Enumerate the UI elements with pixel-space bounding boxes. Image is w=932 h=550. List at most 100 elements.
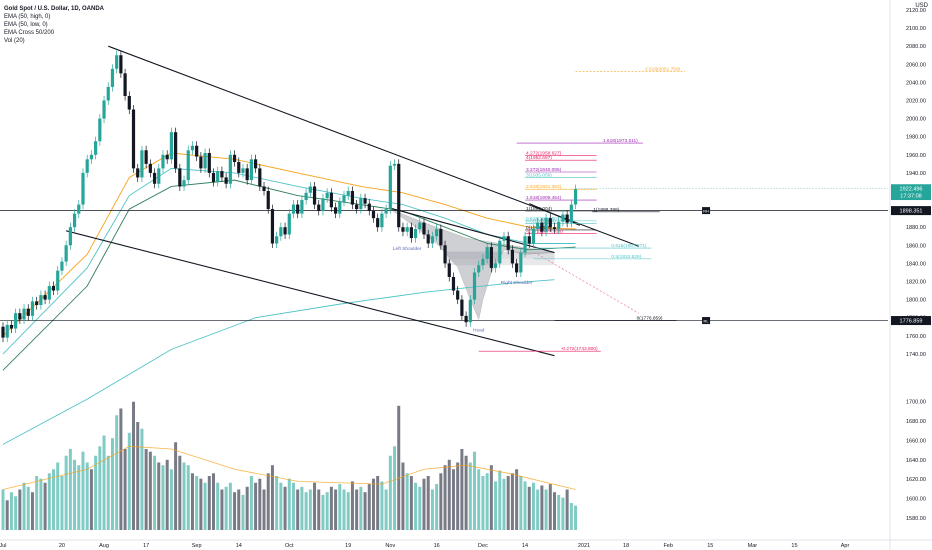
indicator-volume[interactable]: Vol (20) — [4, 38, 25, 44]
fib-level-label: 2.618(2051.759) — [645, 67, 681, 73]
fib-level-label: 1.618(1973.511) — [603, 138, 638, 144]
candle-body — [85, 159, 89, 173]
volume-bar — [73, 459, 77, 530]
volume-bar — [199, 478, 203, 530]
candle-body — [392, 163, 397, 166]
candle-body — [451, 276, 456, 291]
time-tick-label: 15 — [707, 543, 713, 549]
candle-body — [409, 227, 413, 239]
candle-body — [56, 270, 60, 291]
candle-body — [77, 204, 81, 214]
candle-body — [536, 222, 540, 230]
candle-body — [182, 180, 186, 187]
volume-bar — [401, 462, 405, 530]
candle-body — [43, 295, 47, 300]
volume-bar — [460, 449, 464, 530]
candle-body — [435, 229, 439, 237]
candle-body — [443, 245, 447, 264]
volume-bar — [388, 455, 392, 530]
fib-level-label: -0.272(1743.800) — [561, 346, 598, 352]
volume-bar — [334, 489, 338, 530]
candle-body — [216, 171, 220, 182]
time-tick-label: Nov — [385, 543, 395, 549]
volume-bar — [275, 476, 279, 530]
volume-bar — [485, 473, 489, 530]
volume-bar — [451, 469, 455, 530]
time-tick-label: 14 — [236, 543, 242, 549]
indicator-ema-cross[interactable]: EMA Cross 50/200 — [4, 30, 55, 36]
candle-body — [152, 172, 157, 184]
candle-body — [51, 286, 56, 291]
candle-body — [472, 272, 477, 300]
candle-body — [81, 172, 85, 205]
candle-body — [523, 236, 527, 253]
ema-cross-line — [2, 179, 576, 371]
price-tick-label: 2000.00 — [906, 117, 926, 123]
volume-bar — [371, 478, 375, 530]
volume-bar — [212, 473, 215, 530]
volume-bar — [241, 494, 245, 530]
volume-bar — [473, 451, 477, 530]
volume-bar — [190, 473, 194, 530]
candle-body — [148, 163, 152, 173]
volume-bar — [18, 489, 22, 530]
volume-bar — [119, 408, 123, 530]
candle-body — [266, 191, 270, 210]
volume-bar — [254, 482, 258, 530]
price-badge-label: 1898.351 — [900, 209, 923, 215]
volume-bar — [106, 455, 110, 530]
candle-body — [380, 213, 384, 228]
volume-bar — [342, 489, 346, 530]
volume-bar — [414, 482, 418, 530]
candle-body — [338, 201, 342, 214]
price-tick-label: 2120.00 — [906, 8, 926, 14]
fib-level-label: 0.618(1884.904) — [526, 216, 562, 222]
candle-body — [317, 204, 321, 211]
volume-bar — [426, 476, 430, 530]
candle-body — [519, 252, 523, 273]
volume-tick-label: 1680.00 — [906, 419, 926, 425]
volume-bar — [489, 465, 493, 530]
volume-bar — [430, 489, 434, 530]
indicator-ema-low[interactable]: EMA (50, low, 0) — [4, 22, 48, 28]
volume-bar — [561, 497, 565, 530]
volume-bar — [85, 462, 89, 530]
candle-body — [228, 154, 232, 184]
candle-body — [232, 154, 237, 163]
price-tick-label: 1860.00 — [906, 243, 926, 249]
volume-ma-line — [2, 445, 576, 490]
volume-bar — [574, 505, 578, 530]
indicator-ema-high[interactable]: EMA (50, high, 0) — [4, 14, 51, 20]
trendlines — [66, 45, 639, 357]
volume-bar — [182, 462, 186, 530]
candle-body — [540, 222, 544, 232]
volume-bar — [245, 486, 249, 530]
price-tick-label: 2100.00 — [906, 26, 926, 32]
level-tag-box — [702, 317, 711, 325]
candle-body — [245, 168, 249, 181]
volume-bar — [308, 489, 312, 530]
candle-body — [384, 209, 388, 214]
fib-level-label: 0.5(1832.629) — [611, 254, 641, 260]
price-badge-label: 1776.859 — [900, 319, 923, 325]
candle-body — [64, 245, 68, 262]
candles — [1, 50, 578, 343]
fib-level-label: 0.5(1881.074) — [526, 219, 556, 225]
time-tick-label: Mar — [748, 543, 758, 549]
candle-body — [333, 207, 338, 214]
volume-bar — [350, 481, 354, 530]
price-tick-label: 2060.00 — [906, 62, 926, 68]
price-axis: 1740.001760.001780.001800.001820.001840.… — [906, 8, 926, 358]
volume-tick-label: 1660.00 — [906, 438, 926, 444]
candle-body — [211, 172, 216, 182]
candle-body — [321, 198, 325, 211]
volume-bar — [355, 489, 359, 530]
candle-body — [325, 192, 329, 199]
symbol-title: Gold Spot / U.S. Dollar, 1D, OANDA — [4, 6, 105, 12]
volume-bar — [325, 492, 329, 530]
volume-bar — [494, 481, 498, 530]
volume-bar — [266, 473, 270, 530]
volume-bar — [22, 482, 26, 530]
candle-body — [35, 301, 39, 306]
